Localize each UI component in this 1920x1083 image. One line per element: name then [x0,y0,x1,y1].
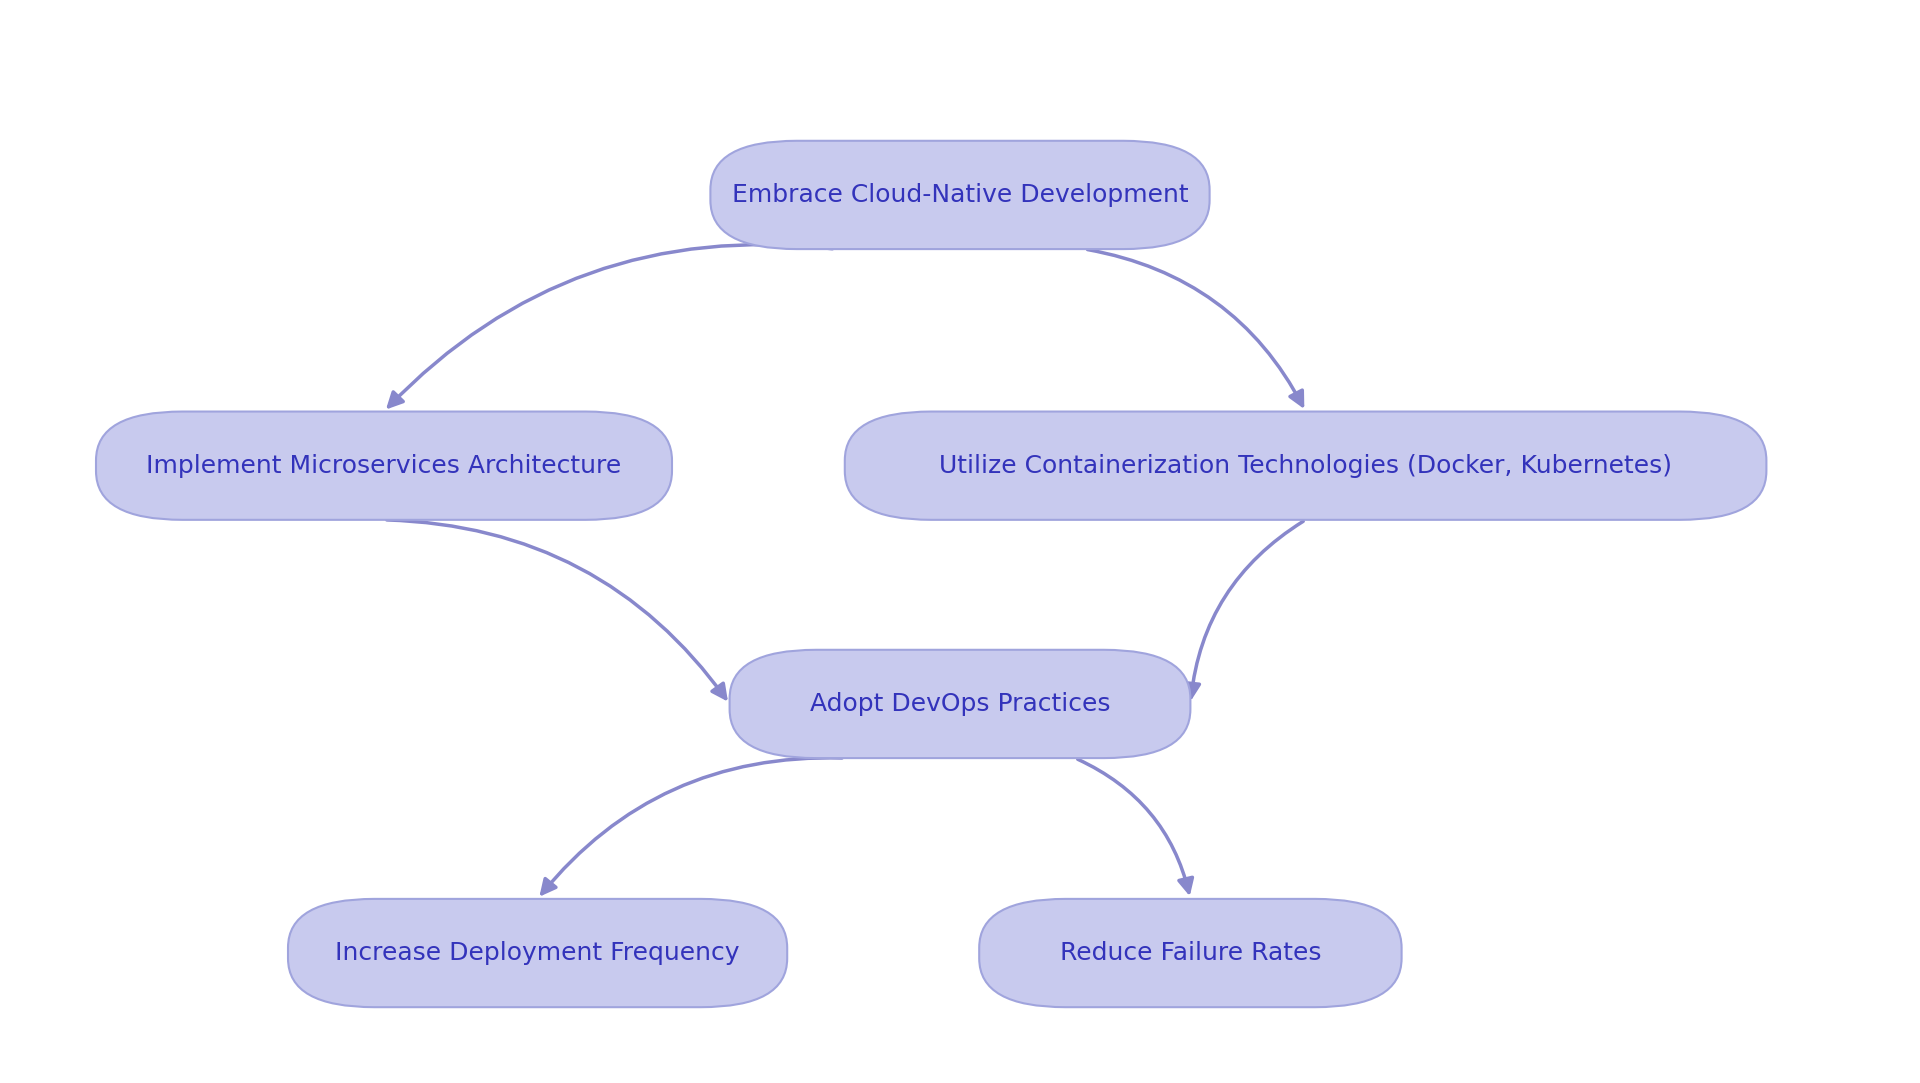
FancyBboxPatch shape [730,650,1190,758]
FancyBboxPatch shape [710,141,1210,249]
FancyBboxPatch shape [288,899,787,1007]
Text: Implement Microservices Architecture: Implement Microservices Architecture [146,454,622,478]
FancyBboxPatch shape [845,412,1766,520]
FancyBboxPatch shape [96,412,672,520]
Text: Adopt DevOps Practices: Adopt DevOps Practices [810,692,1110,716]
Text: Embrace Cloud-Native Development: Embrace Cloud-Native Development [732,183,1188,207]
Text: Utilize Containerization Technologies (Docker, Kubernetes): Utilize Containerization Technologies (D… [939,454,1672,478]
Text: Increase Deployment Frequency: Increase Deployment Frequency [336,941,739,965]
FancyBboxPatch shape [979,899,1402,1007]
Text: Reduce Failure Rates: Reduce Failure Rates [1060,941,1321,965]
